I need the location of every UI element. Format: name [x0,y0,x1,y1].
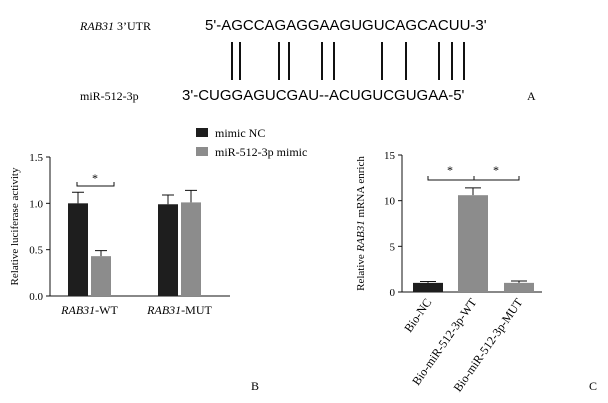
c-ylabel-suffix: mRNA enrich [355,156,367,221]
x-label-suffix: -WT [95,303,118,317]
panel-a: RAB31 3’UTR 5'-AGCCAGAGGAAGUGUCAGCACUU-3… [79,17,536,104]
mrna-enrich-significance: * * [427,163,520,181]
error-bar-rab31-wt-mir-512-3p-mimic [95,250,107,257]
error-bar-rab31-mut-mimic-nc [162,194,174,205]
panel-b-letter: B [251,379,259,393]
luciferase-chart: Relative luciferase activity 0.0 0.5 1.0 1.… [9,126,307,393]
mrna-enrich-x-label-bio-nc: Bio-NC [401,296,434,335]
mrna-enrich-y-tick-label-0: 0 [390,287,396,299]
error-bar-rab31-wt-mimic-nc [72,191,84,204]
mrna-enrich-chart: Relative RAB31 mRNA enrich 0 5 10 15 Bio-NC… [355,150,597,394]
bar-rab31-wt-mimic-nc [68,203,88,296]
mrna-enrich-y-ticks: 0 5 10 15 [384,150,402,299]
bar-rab31-mut-mir-512-3p-mimic [181,202,201,296]
luciferase-significance-star: * [92,171,98,185]
x-label-gene: RAB31 [146,303,181,317]
mrna-enrich-y-axis-label: Relative RAB31 mRNA enrich [355,156,367,291]
error-bar-bio-nc [420,280,436,283]
luciferase-y-axis-label: Relative luciferase activity [9,167,21,285]
utr-gene-name: RAB31 [79,19,114,33]
luciferase-y-tick-label-0-5: 0.5 [29,245,43,257]
luciferase-bars [68,202,201,296]
x-label-gene: RAB31 [60,303,95,317]
mrna-enrich-y-tick-label-5: 5 [390,241,396,253]
mirna-label: miR-512-3p [80,89,139,103]
luciferase-error-bars [72,189,197,257]
x-label-suffix: -MUT [181,303,212,317]
error-bar-bio-mir-512-3p-wt [465,187,481,196]
luciferase-significance-bracket [76,182,115,187]
bar-rab31-wt-mir-512-3p-mimic [91,256,111,296]
legend-label-mimic-nc: mimic NC [215,126,265,140]
luciferase-y-tick-label-0-0: 0.0 [29,291,43,303]
mirna-sequence: 3'-CUGGAGUCGAU--ACUGUCGUGAA-5' [182,87,465,104]
utr-sequence: 5'-AGCCAGAGGAAGUGUCAGCACUU-3' [205,17,487,34]
c-ylabel-gene: RAB31 [355,220,367,252]
mrna-enrich-x-labels: Bio-NCBio-miR-512-3p-WTBio-miR-512-3p-MU… [401,295,526,394]
base-pair-lines [231,42,465,80]
luciferase-x-labels: RAB31-WT RAB31-MUT [60,303,212,317]
error-bar-bio-mir-512-3p-mut [511,280,527,283]
utr-suffix: 3’UTR [114,19,151,33]
mrna-enrich-error-bars [420,187,527,283]
luciferase-legend: mimic NC miR-512-3p mimic [196,126,307,159]
luciferase-x-label-rab31-wt: RAB31-WT [60,303,118,317]
luciferase-y-tick-label-1-0: 1.0 [29,198,43,210]
panel-c-letter: C [589,379,597,393]
c-ylabel-prefix: Relative [355,251,367,290]
bar-bio-nc [413,282,443,292]
mrna-enrich-y-tick-label-15: 15 [384,150,396,162]
legend-swatch-mimic [196,147,208,156]
luciferase-significance: * [76,171,115,187]
panel-a-letter: A [527,89,536,103]
bar-bio-mir-512-3p-mut [504,282,534,292]
legend-label-mimic: miR-512-3p mimic [215,145,307,159]
luciferase-y-ticks: 0.0 0.5 1.0 1.5 [29,152,50,303]
significance-star-2: * [493,163,499,177]
luciferase-y-tick-label-1-5: 1.5 [29,152,43,164]
mrna-enrich-y-tick-label-10: 10 [384,196,396,208]
error-bar-rab31-mut-mir-512-3p-mimic [185,189,197,203]
significance-star-1: * [447,163,453,177]
mrna-enrich-bars [413,195,534,292]
bar-rab31-mut-mimic-nc [158,204,178,296]
utr-label: RAB31 3’UTR [79,19,151,33]
luciferase-x-label-rab31-mut: RAB31-MUT [146,303,212,317]
bar-bio-mir-512-3p-wt [458,195,488,292]
legend-swatch-mimic-nc [196,128,208,137]
significance-bracket-2 [473,176,520,181]
